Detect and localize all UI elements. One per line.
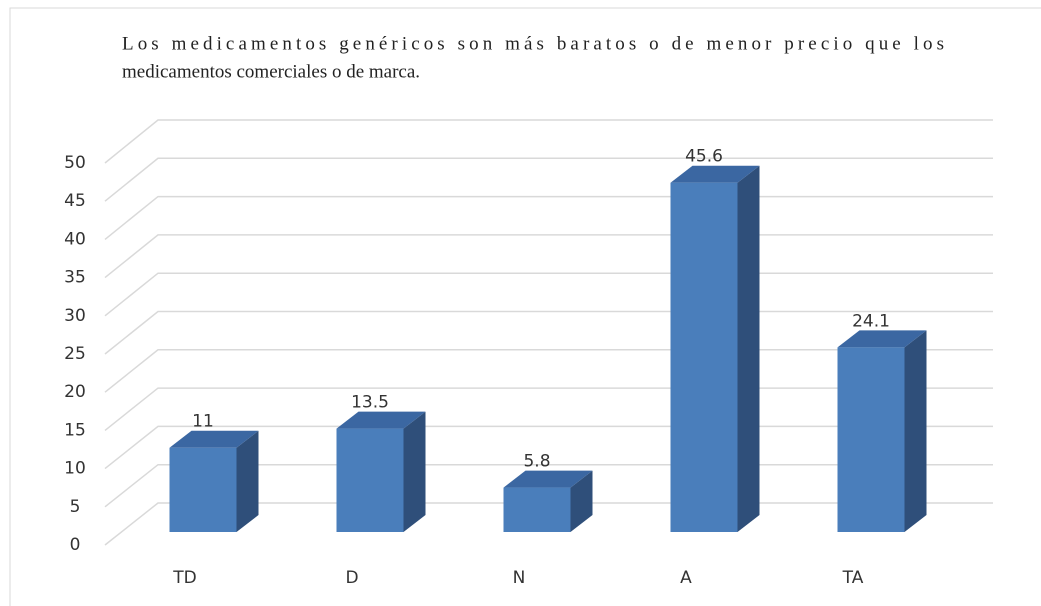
grid-line [104, 119, 993, 164]
bar-side [236, 430, 259, 532]
y-tick-label: 15 [64, 420, 86, 440]
x-tick-label: TA [842, 568, 864, 588]
x-tick-label: A [680, 568, 692, 588]
y-tick-label: 35 [64, 268, 86, 288]
grid-line [104, 272, 993, 317]
grid-line [104, 195, 993, 240]
bar-side [904, 330, 927, 532]
bar [503, 487, 571, 532]
x-tick-label: TD [172, 568, 196, 588]
data-label: 24.1 [852, 311, 890, 331]
grid-line [104, 157, 993, 202]
y-tick-label: 25 [64, 344, 86, 364]
bar-top [336, 411, 426, 429]
y-tick-label: 40 [64, 229, 86, 249]
bar-top [169, 430, 259, 448]
y-tick-label: 20 [64, 382, 86, 402]
x-tick-label: N [513, 568, 526, 588]
data-label: 11 [192, 412, 214, 432]
bar-side [403, 411, 426, 532]
y-tick-label: 30 [64, 306, 86, 326]
y-tick-label: 10 [64, 459, 86, 479]
bar-side [737, 165, 760, 533]
chart-title: medicamentos comerciales o de marca. [122, 61, 420, 82]
y-tick-label: 45 [64, 191, 86, 211]
bar [837, 347, 905, 532]
data-label: 45.6 [685, 147, 723, 167]
chart-frame [9, 7, 1041, 606]
bar-side [570, 470, 593, 532]
bar-top [670, 165, 760, 183]
bar-top [837, 330, 927, 348]
data-label: 13.5 [351, 393, 389, 413]
x-tick-label: D [345, 568, 358, 588]
y-tick-label: 50 [64, 153, 86, 173]
chart-title: Los medicamentos genéricos son más barat… [122, 33, 944, 54]
y-tick-label: 5 [70, 497, 81, 517]
bar [336, 428, 404, 532]
bar [169, 447, 237, 532]
bar-top [503, 470, 593, 488]
grid-line [104, 234, 993, 279]
bar [670, 182, 738, 533]
data-label: 5.8 [523, 452, 550, 472]
y-tick-label: 0 [70, 535, 81, 555]
